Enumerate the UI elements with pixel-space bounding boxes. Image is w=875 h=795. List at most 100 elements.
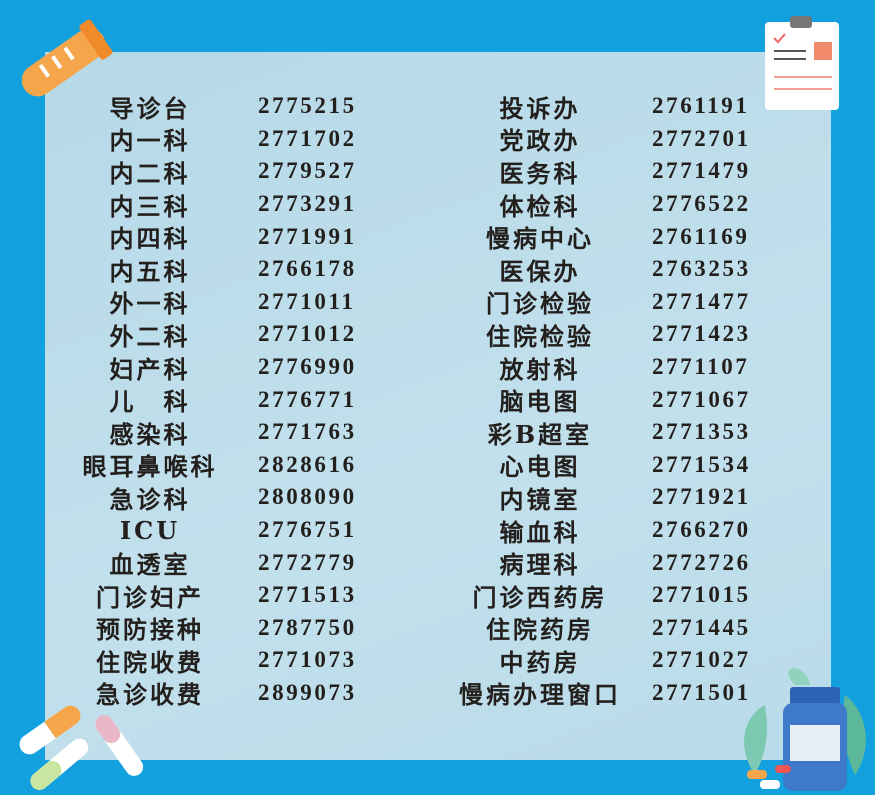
department-name: 住院检验 (486, 321, 594, 351)
directory-row: 党政办 2772701 (440, 123, 751, 156)
directory-row: 外一科 2771011 (60, 286, 357, 319)
phone-number: 2776771 (258, 386, 357, 412)
directory-row: 彩B超室 2771353 (440, 416, 751, 449)
phone-number: 2761191 (652, 93, 750, 119)
phone-number: 2787750 (258, 614, 357, 640)
phone-number: 2808090 (258, 484, 357, 510)
phone-number: 2772701 (652, 125, 751, 151)
directory-column-right: 投诉办 2761191 党政办 2772701 医务科 2771479 体检科 2776522… (440, 90, 751, 709)
phone-number: 2899073 (258, 679, 357, 705)
phone-number: 2771513 (258, 582, 357, 608)
department-name: 中药房 (499, 647, 581, 677)
pills-icon (19, 705, 144, 790)
phone-number: 2776522 (652, 191, 751, 217)
directory-row: 门诊西药房 2771015 (440, 579, 751, 612)
phone-number: 2763253 (652, 256, 751, 282)
phone-number: 2766178 (258, 256, 357, 282)
phone-number: 2771445 (652, 614, 751, 640)
department-name: 急诊科 (109, 484, 191, 514)
department-name: 住院药房 (486, 615, 594, 645)
directory-row: 心电图 2771534 (440, 449, 751, 482)
department-name: 内三科 (109, 191, 191, 221)
phone-number: 2761169 (652, 223, 750, 249)
department-name: 内五科 (109, 256, 191, 286)
directory-row: 感染科 2771763 (60, 416, 357, 449)
directory-row: 血透室 2772779 (60, 546, 357, 580)
directory-row: 内五科 2766178 (60, 253, 357, 286)
phone-number: 2771921 (652, 484, 751, 510)
directory-row: 儿 科 2776771 (60, 383, 357, 417)
directory-row: 内二科 2779527 (60, 155, 357, 188)
phone-number: 2771991 (258, 223, 357, 249)
test-tube-icon (21, 19, 113, 97)
phone-number: 2771479 (652, 158, 751, 184)
department-name: 彩B超室 (487, 419, 593, 449)
directory-column-left: 导诊台 2775215 内一科 2771702 内二科 2779527 内三科 2773291… (60, 90, 357, 709)
department-name: 外二科 (109, 321, 191, 351)
department-name: 感染科 (109, 419, 191, 449)
phone-number: 2771353 (652, 419, 751, 445)
directory-row: 医务科 2771479 (440, 155, 751, 188)
directory-row: 急诊科 2808090 (60, 481, 357, 514)
department-name: 门诊检验 (486, 289, 594, 319)
phone-number: 2776751 (258, 517, 357, 543)
directory-panel (45, 52, 831, 760)
phone-number: 2776990 (258, 354, 357, 380)
directory-row: 内三科 2773291 (60, 188, 357, 221)
department-name: 儿 科 (109, 387, 191, 417)
department-name: 内二科 (109, 158, 191, 188)
directory-row: 妇产科 2776990 (60, 351, 357, 384)
directory-row: 慢病中心 2761169 (440, 220, 751, 254)
department-name: ICU (119, 515, 181, 545)
department-name: 内镜室 (499, 484, 581, 514)
department-name: 导诊台 (109, 93, 191, 123)
department-name: 慢病中心 (486, 224, 594, 254)
phone-number: 2771012 (258, 321, 357, 347)
directory-row: 住院检验 2771423 (440, 318, 751, 351)
department-name: 内一科 (109, 126, 191, 156)
phone-number: 2772779 (258, 549, 357, 575)
clipboard-icon (765, 16, 839, 110)
department-name: 党政办 (499, 126, 581, 156)
directory-row: 住院药房 2771445 (440, 612, 751, 645)
department-name: 投诉办 (499, 93, 581, 123)
directory-row: ICU 2776751 (60, 514, 357, 547)
directory-row: 输血科 2766270 (440, 514, 751, 547)
phone-number: 2828616 (258, 451, 357, 477)
directory-row: 门诊检验 2771477 (440, 286, 751, 319)
phone-number: 2766270 (652, 517, 751, 543)
department-name: 慢病办理窗口 (459, 680, 621, 710)
phone-number: 2771702 (258, 125, 357, 151)
department-name: 住院收费 (96, 647, 204, 677)
directory-row: 门诊妇产 2771513 (60, 579, 357, 612)
directory-row: 急诊收费 2899073 (60, 677, 357, 710)
phone-number: 2771501 (652, 679, 751, 705)
department-name: 放射科 (499, 354, 581, 384)
department-name: 妇产科 (109, 354, 191, 384)
department-name: 体检科 (499, 191, 581, 221)
directory-row: 病理科 2772726 (440, 546, 751, 580)
directory-row: 放射科 2771107 (440, 351, 751, 384)
department-name: 门诊妇产 (96, 582, 204, 612)
phone-number: 2775215 (258, 93, 357, 119)
department-name: 血透室 (109, 550, 191, 580)
phone-number: 2771027 (652, 647, 751, 673)
department-name: 眼耳鼻喉科 (82, 452, 218, 482)
department-name: 病理科 (499, 550, 581, 580)
phone-number: 2772726 (652, 549, 751, 575)
phone-number: 2779527 (258, 158, 357, 184)
department-name: 输血科 (499, 517, 581, 547)
phone-number: 2771423 (652, 321, 751, 347)
directory-row: 医保办 2763253 (440, 253, 751, 286)
directory-row: 导诊台 2775215 (60, 90, 357, 123)
phone-number: 2771011 (258, 288, 356, 314)
directory-row: 外二科 2771012 (60, 318, 357, 351)
directory-row: 内一科 2771702 (60, 123, 357, 156)
directory-row: 预防接种 2787750 (60, 612, 357, 645)
directory-row: 中药房 2771027 (440, 644, 751, 677)
directory-row: 内镜室 2771921 (440, 481, 751, 514)
department-name: 心电图 (499, 452, 581, 482)
phone-number: 2771107 (652, 354, 750, 380)
department-name: 急诊收费 (96, 680, 204, 710)
directory-row: 眼耳鼻喉科 2828616 (60, 449, 357, 482)
